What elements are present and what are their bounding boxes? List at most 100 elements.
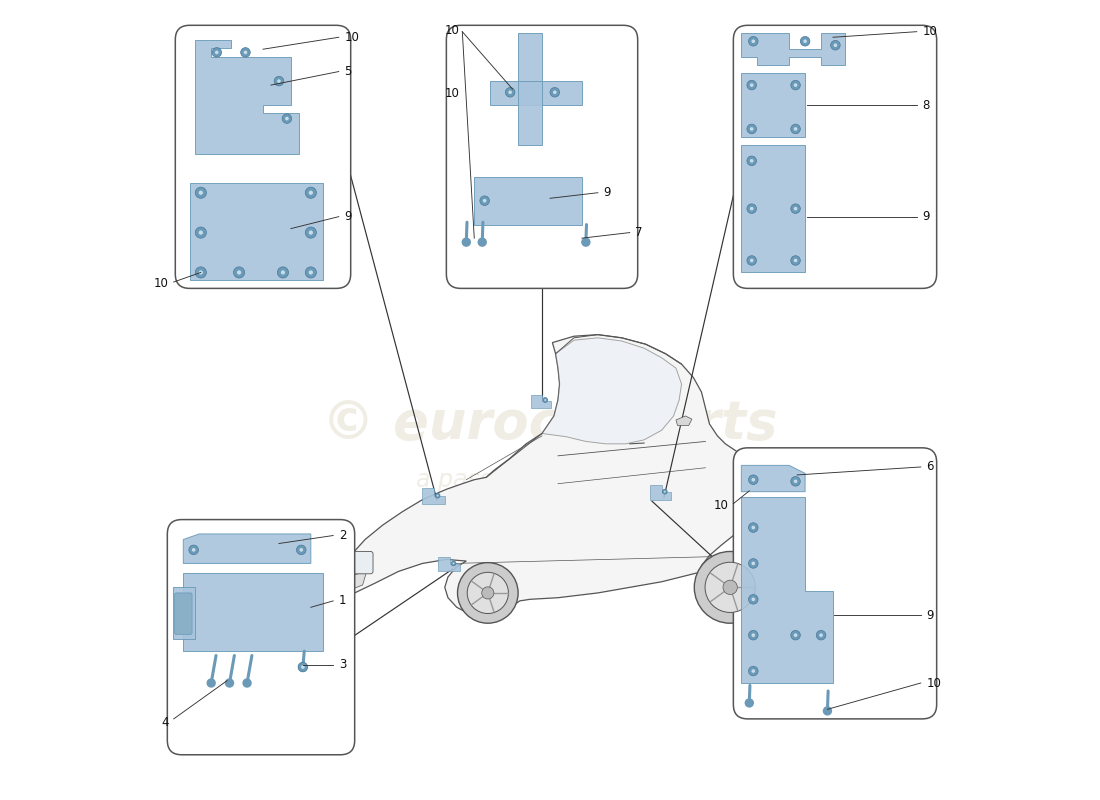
Circle shape (747, 124, 757, 134)
Circle shape (199, 230, 202, 234)
Polygon shape (518, 81, 542, 145)
Circle shape (748, 37, 758, 46)
Circle shape (748, 558, 758, 568)
Text: 10: 10 (154, 277, 169, 290)
Circle shape (306, 187, 317, 198)
Circle shape (794, 479, 797, 483)
Circle shape (791, 124, 801, 134)
Polygon shape (189, 183, 322, 281)
Text: 9: 9 (926, 609, 934, 622)
Circle shape (478, 238, 486, 246)
Circle shape (277, 79, 280, 83)
Circle shape (468, 572, 508, 614)
Circle shape (301, 666, 305, 669)
Circle shape (243, 679, 251, 687)
Circle shape (747, 156, 757, 166)
FancyBboxPatch shape (734, 448, 937, 719)
Polygon shape (531, 394, 551, 408)
Circle shape (436, 494, 440, 498)
Polygon shape (331, 334, 810, 615)
Polygon shape (491, 34, 582, 105)
Circle shape (437, 494, 439, 497)
Text: 10: 10 (444, 23, 459, 37)
Circle shape (750, 127, 754, 130)
Circle shape (480, 196, 490, 206)
Circle shape (791, 256, 801, 266)
Circle shape (452, 562, 454, 564)
Circle shape (544, 399, 546, 401)
Circle shape (214, 50, 219, 54)
Text: 10: 10 (444, 86, 459, 99)
Circle shape (748, 630, 758, 640)
Circle shape (299, 663, 307, 671)
Circle shape (297, 545, 306, 554)
Circle shape (662, 490, 668, 494)
Circle shape (794, 127, 797, 130)
Circle shape (794, 258, 797, 262)
Circle shape (803, 39, 807, 43)
Circle shape (553, 90, 557, 94)
Polygon shape (741, 145, 805, 273)
Polygon shape (741, 34, 845, 65)
Circle shape (191, 548, 196, 552)
Polygon shape (195, 40, 299, 154)
Text: 1: 1 (339, 594, 346, 607)
FancyBboxPatch shape (786, 491, 810, 523)
Circle shape (791, 80, 801, 90)
Circle shape (189, 545, 198, 554)
Circle shape (241, 48, 250, 57)
Circle shape (306, 267, 317, 278)
Circle shape (212, 48, 221, 57)
Circle shape (508, 90, 512, 94)
Circle shape (306, 227, 317, 238)
Text: 10: 10 (922, 25, 937, 38)
Text: 9: 9 (344, 210, 352, 223)
Circle shape (751, 478, 755, 482)
Circle shape (746, 699, 754, 707)
Circle shape (750, 207, 754, 210)
Circle shape (747, 256, 757, 266)
Text: 4: 4 (162, 715, 169, 729)
Circle shape (747, 204, 757, 214)
Circle shape (751, 670, 755, 673)
Polygon shape (421, 488, 444, 504)
Circle shape (791, 630, 801, 640)
Polygon shape (173, 587, 195, 639)
Circle shape (207, 679, 216, 687)
Circle shape (309, 270, 313, 274)
Text: 10: 10 (714, 498, 728, 512)
Circle shape (824, 707, 832, 715)
Circle shape (226, 679, 233, 687)
Circle shape (747, 80, 757, 90)
Circle shape (794, 83, 797, 87)
Polygon shape (542, 338, 682, 444)
Circle shape (748, 666, 758, 676)
Text: 5: 5 (344, 65, 352, 78)
Polygon shape (650, 486, 671, 500)
Circle shape (542, 398, 548, 402)
Circle shape (751, 39, 755, 43)
FancyBboxPatch shape (332, 551, 373, 574)
Circle shape (550, 87, 560, 97)
Polygon shape (333, 571, 366, 593)
Circle shape (195, 267, 207, 278)
Text: 3: 3 (339, 658, 346, 671)
Circle shape (199, 270, 202, 274)
Circle shape (451, 561, 455, 566)
Polygon shape (184, 534, 311, 563)
Polygon shape (184, 573, 322, 651)
Polygon shape (676, 416, 692, 426)
FancyBboxPatch shape (175, 26, 351, 288)
Circle shape (298, 662, 308, 672)
Circle shape (751, 634, 755, 637)
Circle shape (243, 50, 248, 54)
Polygon shape (741, 73, 805, 137)
Circle shape (483, 199, 486, 202)
Circle shape (751, 562, 755, 566)
FancyBboxPatch shape (167, 519, 354, 754)
Circle shape (274, 76, 284, 86)
Circle shape (748, 475, 758, 485)
Circle shape (277, 267, 288, 278)
Circle shape (750, 83, 754, 87)
Polygon shape (439, 557, 460, 571)
